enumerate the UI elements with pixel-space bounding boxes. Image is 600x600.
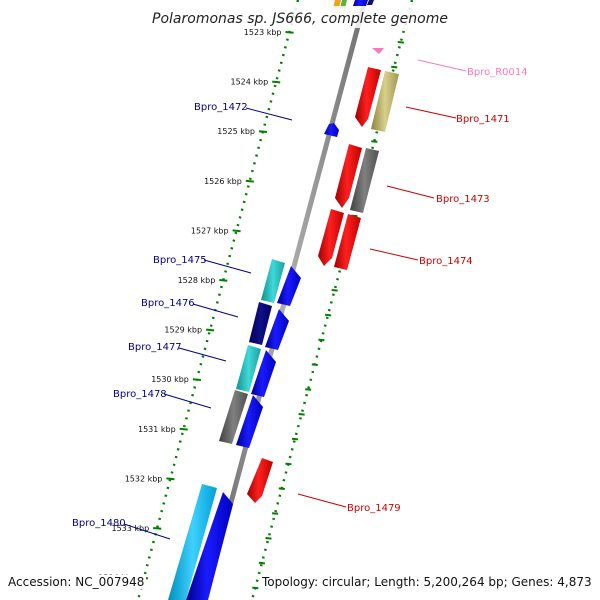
gene-Bpro_1480-blue[interactable] xyxy=(186,492,233,600)
tick-mark-tick-1523 xyxy=(285,31,294,34)
outer-minor-tick xyxy=(311,363,318,366)
gene-Bpro_1475-cyan[interactable] xyxy=(261,259,285,303)
tick-mark-tick-1525 xyxy=(258,130,268,133)
tick-label-tick-1526: 1526 kbp xyxy=(204,177,242,186)
tick-label-tick-1533: 1533 kbp xyxy=(111,524,149,533)
topology-text: Topology: circular; Length: 5,200,264 bp… xyxy=(262,575,592,589)
outer-minor-tick xyxy=(331,289,338,292)
label-Bpro_1479[interactable]: Bpro_1479 xyxy=(347,503,401,514)
leader-Bpro_1480 xyxy=(123,523,171,540)
label-Bpro_1471[interactable]: Bpro_1471 xyxy=(456,114,510,125)
gene-Bpro_1472[interactable] xyxy=(324,123,339,137)
label-Bpro_R0014[interactable]: Bpro_R0014 xyxy=(467,67,528,78)
outer-minor-tick xyxy=(265,537,272,540)
tick-mark-tick-1524 xyxy=(272,80,281,84)
gene-Bpro_1479[interactable] xyxy=(247,458,273,503)
gene-Bpro_1474-right[interactable] xyxy=(334,214,361,270)
title-backdrop xyxy=(150,6,450,28)
gene-Bpro_1476-navy[interactable] xyxy=(249,302,272,345)
label-Bpro_1475[interactable]: Bpro_1475 xyxy=(153,255,207,266)
leader-lines xyxy=(123,59,467,540)
gene-top-navy[interactable] xyxy=(367,0,374,5)
gene-Bpro_1474-left[interactable] xyxy=(318,209,344,266)
gene-Bpro_1471-khaki[interactable] xyxy=(371,71,399,132)
tick-mark-tick-1527 xyxy=(232,229,241,233)
label-Bpro_1474[interactable]: Bpro_1474 xyxy=(419,256,473,267)
gene-Bpro_1478-blue[interactable] xyxy=(236,395,263,448)
tick-label-tick-1527: 1527 kbp xyxy=(191,226,229,235)
gene-Bpro_1478-gray[interactable] xyxy=(219,390,248,444)
leader-Bpro_1471 xyxy=(405,106,457,119)
leader-Bpro_R0014 xyxy=(417,59,467,72)
label-Bpro_1477[interactable]: Bpro_1477 xyxy=(128,342,182,353)
leader-Bpro_1479 xyxy=(297,493,347,508)
gene-Bpro_1480-lightblue[interactable] xyxy=(168,484,217,600)
leader-Bpro_1475 xyxy=(203,259,252,274)
tick-mark-tick-1529 xyxy=(206,328,215,332)
outer-minor-tick xyxy=(305,388,312,391)
tick-mark-tick-1532 xyxy=(166,477,175,481)
outer-minor-tick xyxy=(278,487,285,490)
gene-Bpro_1477-cyan[interactable] xyxy=(236,345,261,392)
tick-label-tick-1530: 1530 kbp xyxy=(151,375,189,384)
tick-mark-tick-1526 xyxy=(245,179,254,183)
tick-label-tick-1528: 1528 kbp xyxy=(178,276,216,285)
tick-label-tick-1531: 1531 kbp xyxy=(138,425,176,434)
tick-mark-tick-1530 xyxy=(192,378,201,381)
gene-Bpro_1477-blue[interactable] xyxy=(251,350,276,397)
outer-minor-tick xyxy=(258,561,265,565)
leader-Bpro_1473 xyxy=(386,185,435,199)
tick-mark-tick-1533 xyxy=(153,527,162,530)
gene-Bpro_1476-blue[interactable] xyxy=(265,309,289,350)
gene-Bpro_R0014[interactable] xyxy=(372,48,384,54)
outer-minor-tick xyxy=(272,512,279,515)
outer-minor-tick xyxy=(252,586,259,590)
outer-minor-tick xyxy=(391,65,398,69)
accession-text: Accession: NC_007948 xyxy=(8,575,147,589)
leader-Bpro_1477 xyxy=(178,347,227,362)
tick-label-tick-1532: 1532 kbp xyxy=(125,474,163,483)
outer-minor-tick xyxy=(371,140,378,143)
leader-Bpro_1478 xyxy=(163,393,212,409)
tick-label-tick-1525: 1525 kbp xyxy=(217,127,255,136)
map-title: Polaromonas sp. JS666, complete genome xyxy=(152,11,448,27)
outer-minor-tick xyxy=(285,462,292,466)
gene-Bpro_1475-blue[interactable] xyxy=(277,266,301,306)
tick-label-tick-1529: 1529 kbp xyxy=(164,326,202,335)
leader-Bpro_1474 xyxy=(369,248,419,261)
label-Bpro_1472[interactable]: Bpro_1472 xyxy=(194,102,248,113)
label-Bpro_1476[interactable]: Bpro_1476 xyxy=(141,298,195,309)
tick-mark-tick-1528 xyxy=(219,279,228,282)
outer-minor-tick xyxy=(318,338,325,342)
outer-minor-tick xyxy=(291,437,299,441)
tick-label-tick-1523: 1523 kbp xyxy=(244,28,282,37)
gene-Bpro_1473-gray[interactable] xyxy=(350,148,379,213)
outer-minor-tick xyxy=(298,413,305,416)
tick-mark-tick-1531 xyxy=(179,427,188,431)
gene-top-blue[interactable] xyxy=(353,0,368,6)
outer-minor-tick xyxy=(325,313,332,317)
label-Bpro_1473[interactable]: Bpro_1473 xyxy=(436,194,490,205)
leader-Bpro_1476 xyxy=(192,303,239,318)
leader-Bpro_1472 xyxy=(245,107,293,121)
tick-label-tick-1524: 1524 kbp xyxy=(230,78,268,87)
outer-minor-tick xyxy=(397,41,404,44)
gene-Bpro_1473-red[interactable] xyxy=(335,144,362,208)
gene-Bpro_1471-red[interactable] xyxy=(355,67,381,127)
label-Bpro_1478[interactable]: Bpro_1478 xyxy=(113,389,167,400)
label-Bpro_1480[interactable]: Bpro_1480 xyxy=(72,518,126,529)
